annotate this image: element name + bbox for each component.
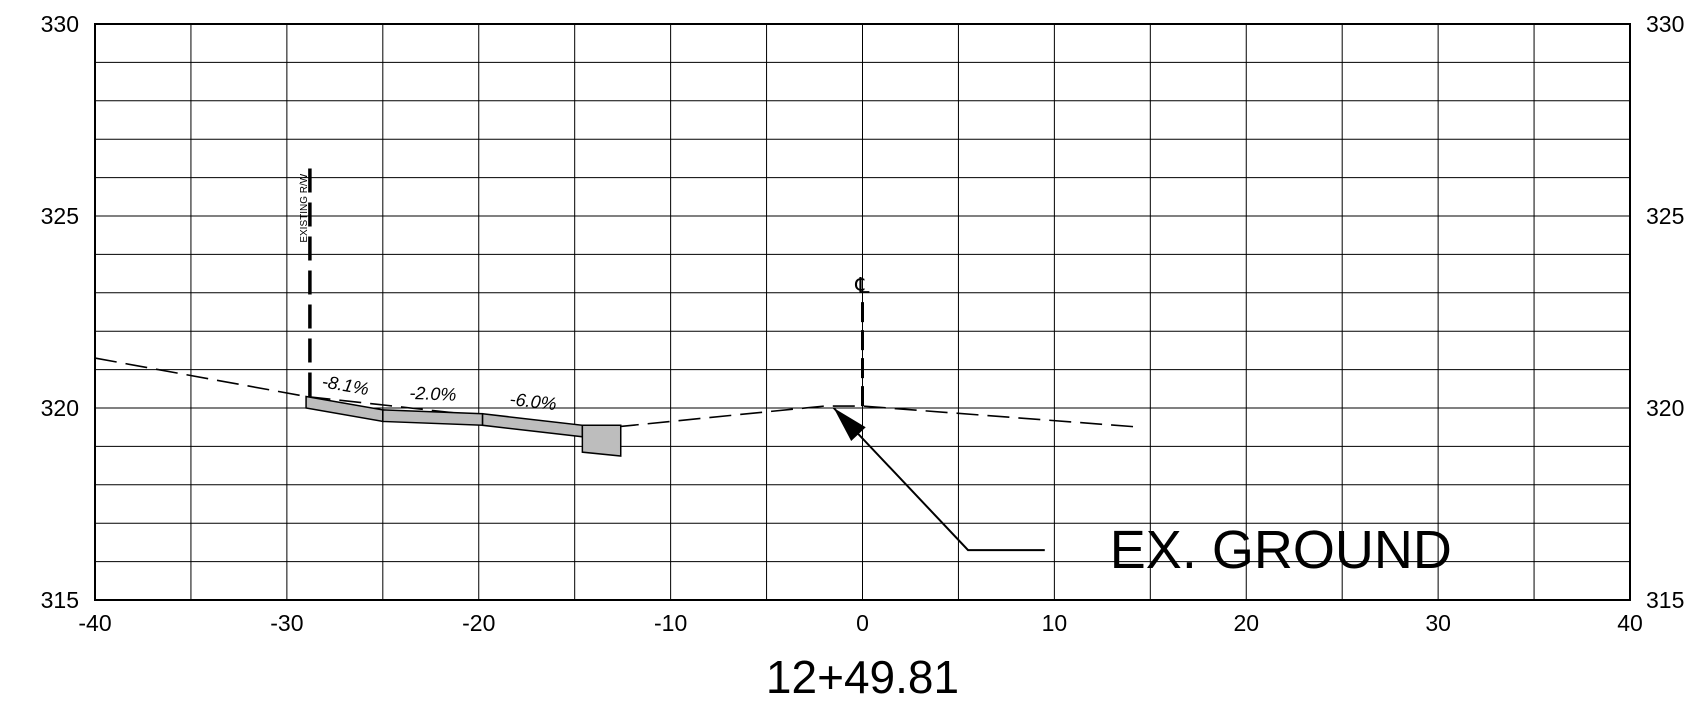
x-tick-label: -30 (270, 610, 303, 636)
pavement-segment (382, 409, 484, 427)
plot-border (94, 23, 1631, 601)
x-tick-label: -40 (78, 610, 111, 636)
y-tick-label-left: 330 (41, 11, 79, 37)
slope-label: -2.0% (409, 383, 457, 405)
y-tick-label-left: 320 (41, 395, 79, 421)
y-tick-label-right: 325 (1646, 203, 1684, 229)
y-tick-label-right: 330 (1646, 11, 1684, 37)
x-tick-label: -20 (462, 610, 495, 636)
curb (581, 424, 622, 457)
pavement-segment (481, 412, 584, 438)
y-tick-label-left: 315 (41, 587, 79, 613)
x-tick-label: -10 (654, 610, 687, 636)
x-tick-label: 20 (1233, 610, 1259, 636)
leader-arrowhead (833, 408, 866, 442)
y-tick-label-right: 315 (1646, 587, 1684, 613)
proposed-section: -8.1% -2.0% -6.0% (305, 371, 622, 457)
x-tick-label: 0 (856, 610, 869, 636)
y-tick-label-right: 320 (1646, 395, 1684, 421)
existing-ground-line (94, 357, 1141, 429)
existing-ground (94, 357, 1141, 429)
markers: EXISTING R/W ℄ (299, 162, 870, 407)
slope-label: -8.1% (321, 371, 371, 399)
ex-ground-label: EX. GROUND (1110, 520, 1452, 580)
leader-line (832, 407, 1045, 552)
slope-label: -6.0% (509, 389, 558, 414)
y-tick-label-left: 325 (41, 203, 79, 229)
centerline-symbol: ℄ (854, 274, 870, 299)
station-label: 12+49.81 (766, 651, 959, 703)
existing-row-label: EXISTING R/W (299, 173, 310, 242)
x-tick-label: 10 (1042, 610, 1068, 636)
ex-ground-callout: EX. GROUND (832, 407, 1452, 580)
x-tick-label: 40 (1617, 610, 1643, 636)
x-tick-label: 30 (1425, 610, 1451, 636)
